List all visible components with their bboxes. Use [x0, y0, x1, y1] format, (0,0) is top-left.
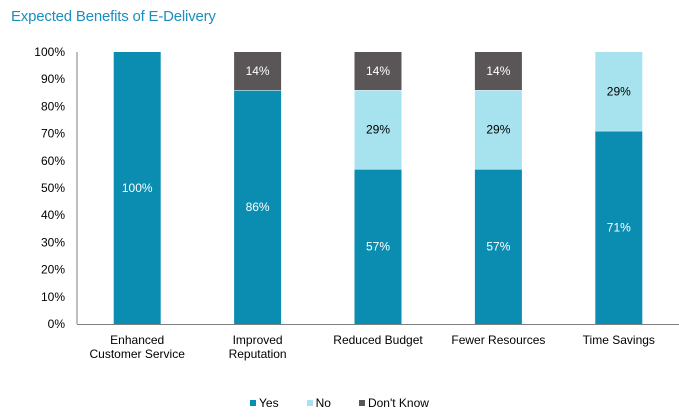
data-label: 71% — [607, 220, 631, 234]
bar-segment-don-t-know — [234, 52, 282, 91]
category-label: Improved Reputation — [229, 333, 287, 361]
category-label: Time Savings — [583, 333, 655, 347]
legend-swatch — [358, 400, 365, 406]
data-label: 57% — [486, 239, 510, 253]
bar-segment-no — [595, 52, 643, 131]
bar-segment-yes — [113, 52, 161, 324]
legend: Yes No Don't Know — [0, 396, 679, 410]
data-label: 100% — [122, 181, 153, 195]
stacked-bar-chart: 0% 10% 20% 30% 40% 50% 60% 70% 80% 90% 100% 100% 86… — [34, 45, 679, 361]
y-tick-label: 90% — [41, 72, 65, 86]
legend-label: No — [315, 396, 331, 410]
data-label: 14% — [486, 64, 510, 78]
bar-segment-no — [354, 90, 402, 169]
legend-swatch — [250, 400, 257, 406]
bar-segment-don-t-know — [354, 52, 402, 91]
legend-label: Yes — [259, 396, 279, 410]
data-label: 57% — [366, 239, 390, 253]
data-label: 14% — [246, 64, 270, 78]
legend-swatch — [306, 400, 313, 406]
y-tick-label: 70% — [41, 127, 65, 141]
data-label: 29% — [366, 123, 390, 137]
bars — [113, 52, 643, 324]
axes: 0% 10% 20% 30% 40% 50% 60% 70% 80% 90% 100% — [34, 45, 679, 331]
data-labels: 100% 86% 14% 57% 29% 14% 57% 29% 14% 71% 29% — [122, 64, 631, 253]
data-label: 86% — [246, 200, 270, 214]
bar-segment-yes — [595, 130, 643, 324]
y-tick-label: 50% — [41, 181, 65, 195]
y-tick-label: 20% — [41, 263, 65, 277]
category-label: Fewer Resources — [451, 333, 545, 347]
data-label: 29% — [486, 123, 510, 137]
bar-segment-yes — [474, 168, 522, 324]
category-label: Enhanced Customer Service — [90, 333, 186, 361]
y-tick-label: 0% — [48, 317, 66, 331]
y-tick-label: 60% — [41, 154, 65, 168]
bar-segment-don-t-know — [474, 52, 522, 91]
chart-title: Expected Benefits of E-Delivery — [11, 8, 216, 25]
data-label: 14% — [366, 64, 390, 78]
category-label: Reduced Budget — [333, 333, 423, 347]
legend-label: Don't Know — [367, 396, 429, 410]
bar-segment-yes — [354, 168, 402, 324]
y-tick-label: 40% — [41, 208, 65, 222]
legend-item-yes: Yes — [250, 396, 279, 410]
bar-segment-no — [474, 90, 522, 169]
y-tick-label: 10% — [41, 290, 65, 304]
data-label: 29% — [607, 84, 631, 98]
y-tick-label: 30% — [41, 235, 65, 249]
category-labels: Enhanced Customer Service Improved Reputati… — [90, 333, 655, 361]
y-tick-label: 100% — [34, 45, 65, 59]
legend-item-don-t-know: Don't Know — [358, 396, 429, 410]
y-tick-label: 80% — [41, 99, 65, 113]
bar-segment-yes — [234, 90, 282, 324]
legend-item-no: No — [306, 396, 331, 410]
